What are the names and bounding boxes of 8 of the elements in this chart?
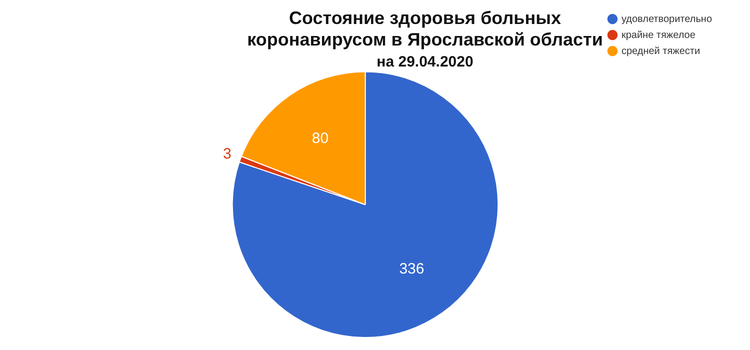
text: на 29.04.2020	[376, 53, 474, 70]
legend-label: удовлетворительно	[621, 14, 712, 25]
data-label: 3	[223, 146, 232, 163]
data-label: 336	[399, 260, 424, 278]
legend-label: крайне тяжелое	[621, 30, 696, 41]
chart-title: Состояние здоровья больных коронавирусом в Ярославской области	[247, 8, 603, 50]
legend-label: средней тяжести	[621, 46, 700, 57]
data-label: 80	[312, 130, 329, 147]
